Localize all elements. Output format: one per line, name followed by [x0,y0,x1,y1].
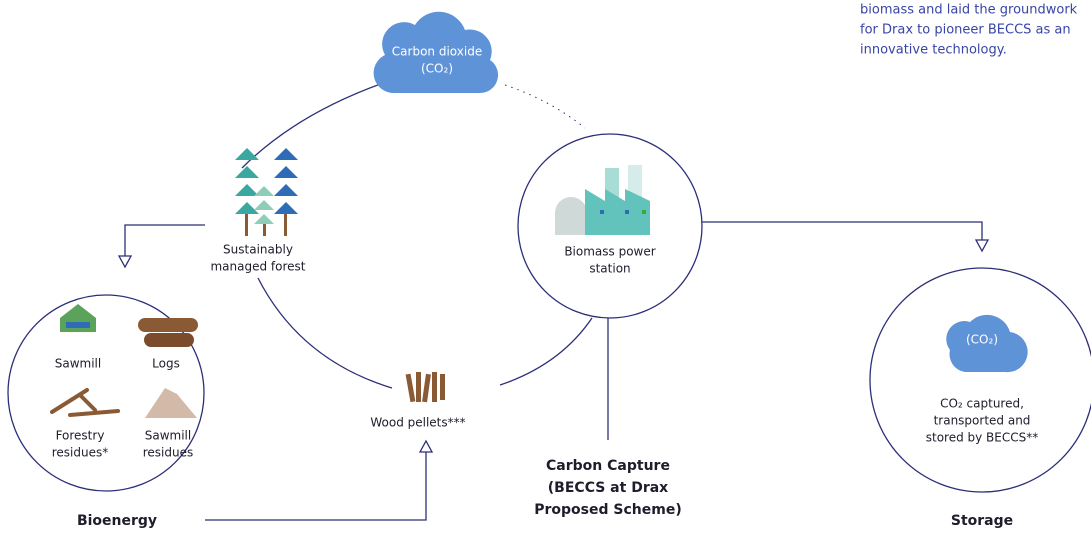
label: (CO₂) [421,62,453,76]
logs-icon [138,318,198,347]
label: Biomass power [564,245,655,259]
label: residues* [52,446,109,460]
arc [258,278,392,388]
forestry-icon [52,390,118,415]
diagram: biomass and laid the groundwork for Drax … [0,0,1091,539]
arrow-line [702,222,982,240]
label: Forestry [56,429,105,443]
arrowhead [976,240,988,251]
arrowhead [119,256,131,267]
label: transported and [934,414,1031,428]
arc [500,318,592,385]
trees [235,148,298,236]
residues-icon [145,388,197,418]
label: Sawmill [145,429,191,443]
arc [242,78,398,168]
arrow-line [125,225,205,256]
texts: biomass and laid the groundwork for Drax … [52,3,1078,530]
arrow-line [205,452,426,520]
label: for Drax to pioneer BECCS as an [860,23,1071,38]
label: biomass and laid the groundwork [860,3,1078,18]
label: managed forest [210,260,305,274]
pellets-icon [406,372,445,402]
factory [555,165,650,235]
label: Carbon Capture [546,458,670,474]
label: Wood pellets*** [370,416,465,430]
label: Proposed Scheme) [534,502,681,518]
sawmill-icon [60,304,96,332]
label: station [589,262,630,276]
label: Bioenergy [77,513,157,529]
label: Carbon dioxide [392,45,482,59]
page: biomass and laid the groundwork for Drax … [0,0,1091,539]
label: innovative technology. [860,43,1007,58]
label: residues [143,446,194,460]
label: Logs [152,357,180,371]
label: Storage [951,513,1013,529]
arrowhead [420,441,432,452]
label: (CO₂) [966,333,998,347]
label: CO₂ captured, [940,397,1024,411]
dotted-arc [505,85,585,128]
label: stored by BECCS** [926,431,1039,445]
label: (BECCS at Drax [548,480,668,496]
label: Sustainably [223,243,293,257]
label: Sawmill [55,357,101,371]
icons [52,12,1028,418]
storage-circle [870,268,1091,492]
